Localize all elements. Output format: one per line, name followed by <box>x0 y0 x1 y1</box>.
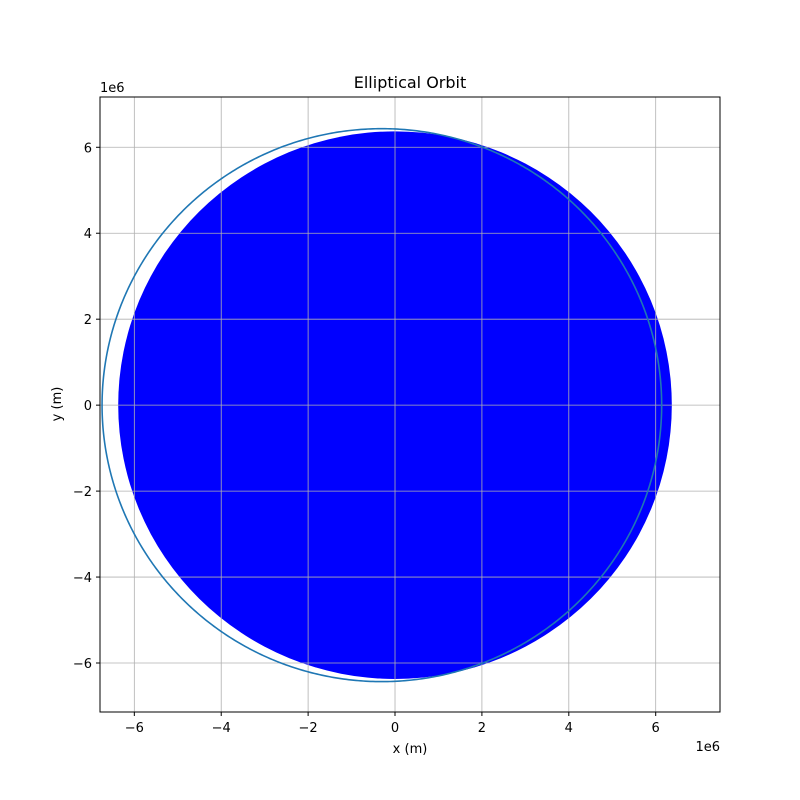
y-tick-label: 2 <box>84 313 92 328</box>
y-tick-label: 4 <box>84 227 92 242</box>
x-axis-title: x (m) <box>393 742 428 757</box>
x-tick-label: 6 <box>652 721 660 736</box>
x-tick-label: −4 <box>212 721 231 736</box>
y-axis-ticks: −6 −4 −2 0 2 4 6 <box>73 141 100 672</box>
y-tick-label: 0 <box>84 399 92 414</box>
grid-layer <box>100 97 720 712</box>
chart-title: Elliptical Orbit <box>354 73 467 92</box>
x-tick-label: 4 <box>565 721 573 736</box>
x-tick-label: −2 <box>299 721 318 736</box>
orbit-line <box>101 127 663 683</box>
x-axis-offset-label: 1e6 <box>695 740 720 755</box>
y-tick-label: −2 <box>73 485 92 500</box>
x-tick-label: 0 <box>391 721 399 736</box>
y-tick-label: −6 <box>73 657 92 672</box>
x-axis-ticks: −6 −4 −2 0 2 4 6 <box>125 712 660 736</box>
x-tick-label: −6 <box>125 721 144 736</box>
y-tick-label: 6 <box>84 141 92 156</box>
y-tick-label: −4 <box>73 571 92 586</box>
x-tick-label: 2 <box>478 721 486 736</box>
plot-frame <box>99 96 721 713</box>
y-axis-offset-label: 1e6 <box>100 81 125 96</box>
y-axis-title: y (m) <box>50 387 65 422</box>
orbit-layer <box>101 127 663 683</box>
plot-area <box>99 96 721 713</box>
